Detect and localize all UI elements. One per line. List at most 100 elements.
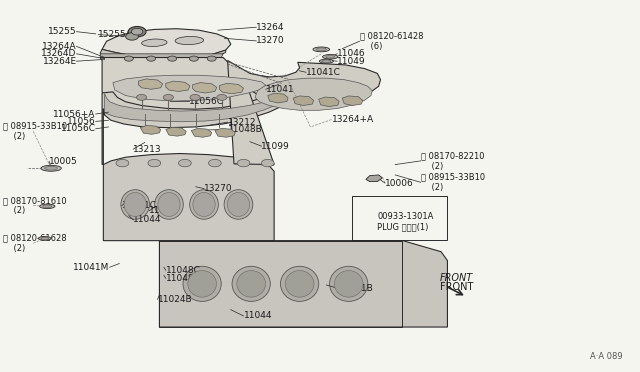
Ellipse shape: [41, 165, 61, 171]
Ellipse shape: [158, 192, 180, 217]
Polygon shape: [103, 154, 274, 241]
Ellipse shape: [334, 270, 363, 297]
Ellipse shape: [285, 270, 314, 297]
Ellipse shape: [40, 204, 55, 209]
Ellipse shape: [183, 266, 221, 301]
Text: Ⓜ 08915-33B10
    (2): Ⓜ 08915-33B10 (2): [3, 122, 67, 141]
Circle shape: [209, 160, 221, 167]
Text: 13270: 13270: [256, 36, 285, 45]
Text: 11041M: 11041M: [74, 263, 109, 272]
Text: 13212: 13212: [228, 118, 256, 126]
Ellipse shape: [224, 190, 253, 219]
Ellipse shape: [227, 192, 250, 217]
Text: 15255A: 15255A: [99, 30, 133, 39]
Text: Ⓜ 08915-33B10
    (2): Ⓜ 08915-33B10 (2): [420, 173, 485, 192]
Text: 13264A: 13264A: [42, 42, 77, 51]
Text: 11056: 11056: [67, 117, 96, 126]
Text: 15255: 15255: [48, 27, 77, 36]
Circle shape: [116, 160, 129, 167]
Text: 13213: 13213: [133, 145, 162, 154]
Text: 11049: 11049: [337, 57, 366, 66]
Polygon shape: [100, 49, 226, 64]
Polygon shape: [159, 241, 447, 327]
Ellipse shape: [280, 266, 319, 301]
Text: 11044: 11044: [244, 311, 272, 320]
Ellipse shape: [319, 59, 333, 63]
Text: Ⓑ 08170-81610
    (2): Ⓑ 08170-81610 (2): [3, 196, 67, 215]
Polygon shape: [193, 83, 217, 93]
Ellipse shape: [155, 190, 183, 219]
Ellipse shape: [237, 270, 266, 297]
Polygon shape: [102, 29, 231, 59]
Text: 10005: 10005: [49, 157, 78, 166]
Polygon shape: [140, 125, 161, 134]
Polygon shape: [293, 96, 314, 106]
Text: A·A 089: A·A 089: [590, 352, 623, 361]
Polygon shape: [268, 93, 288, 103]
Text: 13264: 13264: [256, 23, 285, 32]
Ellipse shape: [316, 48, 326, 51]
Circle shape: [168, 56, 177, 61]
Circle shape: [237, 160, 250, 167]
Polygon shape: [100, 58, 283, 115]
Polygon shape: [191, 128, 212, 137]
Text: 11099: 11099: [261, 142, 290, 151]
Polygon shape: [100, 54, 223, 58]
Text: 11051C: 11051C: [122, 201, 157, 210]
Polygon shape: [138, 79, 163, 89]
Circle shape: [148, 160, 161, 167]
Bar: [352, 196, 447, 240]
Text: 11056C: 11056C: [61, 124, 96, 133]
Polygon shape: [255, 78, 372, 110]
Ellipse shape: [330, 266, 368, 301]
Ellipse shape: [189, 190, 218, 219]
Text: 00933-1301A
PLUG プラグ(1): 00933-1301A PLUG プラグ(1): [378, 212, 434, 231]
Circle shape: [147, 56, 156, 61]
Polygon shape: [104, 94, 287, 122]
Circle shape: [190, 94, 200, 100]
Bar: [159, 241, 401, 327]
Circle shape: [179, 160, 191, 167]
Circle shape: [261, 160, 274, 167]
Circle shape: [189, 56, 198, 61]
Ellipse shape: [41, 237, 49, 240]
Ellipse shape: [124, 192, 147, 217]
Ellipse shape: [43, 205, 52, 208]
Ellipse shape: [322, 60, 331, 62]
Text: 11041B: 11041B: [339, 284, 374, 293]
Ellipse shape: [193, 192, 215, 217]
Polygon shape: [366, 175, 383, 182]
Text: 13270: 13270: [204, 184, 233, 193]
Polygon shape: [319, 97, 339, 107]
Polygon shape: [102, 75, 296, 164]
Ellipse shape: [45, 166, 58, 170]
Text: 11041: 11041: [266, 85, 294, 94]
Ellipse shape: [232, 266, 270, 301]
Ellipse shape: [323, 55, 338, 59]
Polygon shape: [215, 128, 236, 137]
Polygon shape: [342, 96, 363, 106]
Ellipse shape: [188, 270, 216, 297]
Circle shape: [125, 33, 138, 40]
Text: 11046: 11046: [337, 49, 366, 58]
Circle shape: [128, 26, 146, 37]
Text: Ⓑ 08120-61428
    (6): Ⓑ 08120-61428 (6): [360, 32, 423, 51]
Text: 10006: 10006: [385, 179, 413, 187]
Text: FRONT: FRONT: [440, 273, 473, 283]
Polygon shape: [166, 127, 186, 136]
Polygon shape: [113, 75, 266, 101]
Text: Ⓑ 08170-82210
    (2): Ⓑ 08170-82210 (2): [420, 151, 484, 171]
Text: 11044: 11044: [133, 215, 162, 224]
Circle shape: [136, 94, 147, 100]
Text: FRONT: FRONT: [440, 282, 473, 292]
Ellipse shape: [313, 47, 330, 52]
Circle shape: [207, 56, 216, 61]
Text: 11048CA: 11048CA: [166, 274, 207, 283]
Ellipse shape: [326, 55, 335, 58]
Text: 11041C: 11041C: [306, 68, 341, 77]
Circle shape: [163, 94, 173, 100]
Circle shape: [131, 28, 143, 35]
Text: 11048C: 11048C: [166, 266, 201, 275]
Ellipse shape: [141, 39, 167, 46]
Text: 11024B: 11024B: [157, 295, 192, 304]
